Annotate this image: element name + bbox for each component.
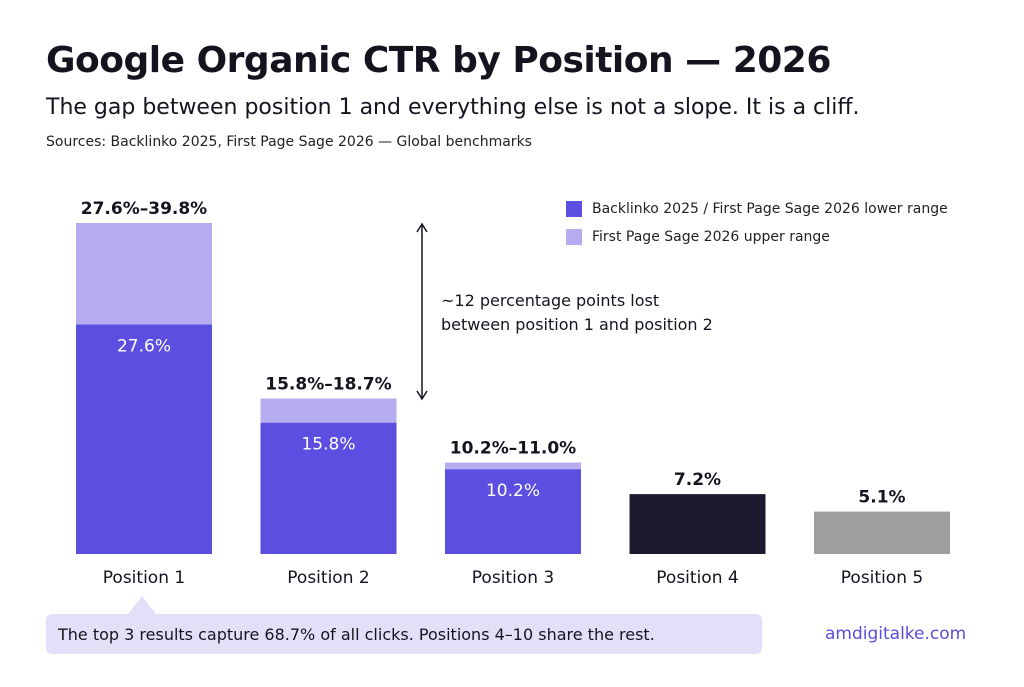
callout-pointer (128, 596, 156, 614)
bar-value-label-position-2: 15.8%–18.7% (265, 374, 391, 394)
legend-label-lower: Backlinko 2025 / First Page Sage 2026 lo… (592, 201, 948, 217)
bar-value-label-position-3: 10.2%–11.0% (450, 439, 576, 459)
bar-value-label-position-4: 7.2% (674, 470, 721, 490)
brand-link[interactable]: amdigitalke.com (825, 624, 967, 644)
chart-title: Google Organic CTR by Position — 2026 (46, 40, 831, 81)
x-tick-label-position-1: Position 1 (103, 568, 185, 588)
bar-lower-position-2 (260, 422, 397, 554)
bar-value-label-position-5: 5.1% (858, 488, 905, 508)
chart-subtitle: The gap between position 1 and everythin… (46, 95, 860, 120)
bar-upper-position-1 (76, 223, 212, 325)
gap-arrow (416, 222, 428, 401)
bar-lower-position-5 (814, 511, 950, 554)
x-tick-label-position-4: Position 4 (656, 568, 738, 588)
legend-swatch-lower (566, 201, 582, 217)
bar-upper-position-2 (260, 398, 397, 423)
chart-legend: Backlinko 2025 / First Page Sage 2026 lo… (566, 198, 948, 254)
bar-inner-label-position-2: 15.8% (301, 435, 355, 455)
bar-lower-position-3 (445, 469, 581, 554)
callout-text: The top 3 results capture 68.7% of all c… (58, 624, 655, 644)
legend-swatch-upper (566, 229, 582, 245)
gap-annotation: ~12 percentage points lost between posit… (441, 289, 713, 337)
takeaway-callout: The top 3 results capture 68.7% of all c… (46, 614, 762, 654)
x-tick-label-position-5: Position 5 (841, 568, 923, 588)
gap-annotation-line2: between position 1 and position 2 (441, 315, 713, 334)
bar-chart: 27.6% 27.6%–39.8% Position 1 15.8% 15.8%–18.… (76, 199, 950, 588)
legend-item-lower-range: Backlinko 2025 / First Page Sage 2026 lo… (566, 198, 948, 220)
bar-upper-position-3 (445, 462, 581, 470)
gap-annotation-line1: ~12 percentage points lost (441, 291, 660, 310)
x-tick-label-position-3: Position 3 (472, 568, 554, 588)
bar-inner-label-position-1: 27.6% (117, 336, 171, 356)
bar-lower-position-1 (76, 324, 212, 554)
sources-note: Sources: Backlinko 2025, First Page Sage… (46, 134, 532, 150)
bar-inner-label-position-3: 10.2% (486, 481, 540, 501)
x-tick-label-position-2: Position 2 (287, 568, 369, 588)
legend-label-upper: First Page Sage 2026 upper range (592, 229, 830, 245)
bar-value-label-position-1: 27.6%–39.8% (81, 199, 207, 219)
legend-item-upper-range: First Page Sage 2026 upper range (566, 226, 948, 248)
bar-lower-position-4 (629, 494, 766, 554)
